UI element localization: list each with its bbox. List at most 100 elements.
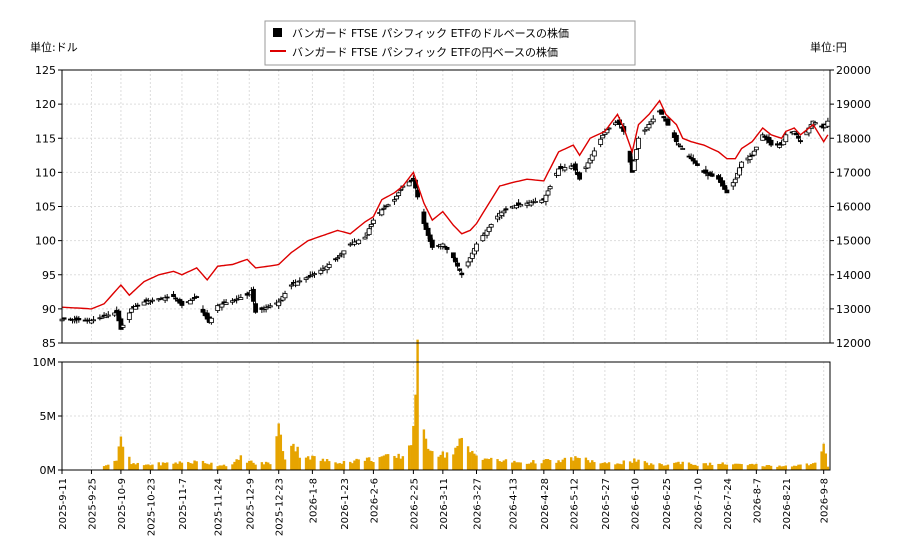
candle-body — [295, 281, 301, 286]
volume-bar — [814, 462, 817, 470]
candle-body — [305, 276, 311, 279]
volume-bar — [357, 459, 360, 470]
candle-body — [562, 167, 568, 171]
volume-bar — [631, 462, 634, 470]
x-tick-label: 2025-11-24 — [214, 478, 225, 536]
candle-body — [429, 239, 435, 248]
candle-body — [722, 185, 728, 190]
volume-bar — [599, 463, 602, 470]
volume-bar — [805, 463, 809, 470]
candle-body — [238, 297, 244, 300]
volume-bar — [454, 447, 457, 470]
candle-body — [406, 181, 412, 187]
volume-bar — [222, 464, 226, 470]
volume-bar — [151, 464, 154, 470]
legend-jpy-label: バンガード FTSE パシフィック ETFの円ベースの株価 — [292, 45, 558, 59]
volume-bar — [281, 451, 285, 470]
volume-tick-label: 5M — [40, 410, 57, 423]
candle-body — [591, 150, 597, 157]
volume-bar — [378, 457, 381, 470]
candle-body — [695, 163, 700, 166]
candle-body — [465, 261, 471, 267]
candle-body — [709, 173, 715, 177]
candle-body — [514, 205, 519, 209]
candle-body — [421, 211, 427, 224]
left-tick-label: 105 — [35, 201, 56, 214]
volume-bar — [254, 464, 257, 470]
volume-bar — [475, 455, 478, 470]
right-tick-label: 16000 — [836, 201, 871, 214]
volume-bar — [561, 459, 564, 470]
volume-bar — [603, 462, 607, 470]
volume-bar — [267, 462, 270, 470]
volume-bar — [328, 461, 331, 470]
volume-bar — [115, 460, 118, 470]
volume-bar — [422, 429, 426, 470]
volume-bar — [607, 462, 611, 470]
left-axis-ticks: 85 90 95 100 105 110 115 120 125 — [35, 64, 62, 350]
volume-bar — [540, 463, 543, 470]
volume-bar — [147, 464, 150, 470]
candle-body — [219, 303, 225, 308]
volume-bar — [262, 464, 266, 470]
volume-bar — [710, 464, 714, 470]
candle-body — [450, 252, 456, 259]
x-tick-label: 2025-9-25 — [87, 478, 98, 530]
volume-bar — [397, 453, 400, 470]
volume-bar — [277, 423, 280, 470]
x-tick-label: 2026-3-27 — [473, 478, 484, 530]
volume-bar — [822, 443, 825, 470]
jpy-price-line — [61, 99, 829, 310]
volume-bar — [296, 446, 299, 470]
candle-body — [573, 163, 578, 171]
volume-bar — [107, 464, 110, 470]
volume-bar — [445, 452, 449, 470]
x-tick-label: 2026-9-8 — [820, 478, 831, 523]
x-axis-ticks: 2025-9-11 2025-9-25 2025-10-9 2025-10-23 202… — [58, 470, 831, 536]
volume-bar — [142, 465, 146, 470]
volume-bar — [180, 462, 184, 470]
volume-bar — [708, 462, 712, 470]
candle-body — [335, 257, 341, 260]
volume-bar — [132, 463, 135, 470]
volume-bar — [239, 455, 243, 470]
volume-bar — [517, 462, 520, 470]
candle-body — [533, 200, 538, 203]
candle-body — [585, 162, 591, 169]
volume-bar — [628, 461, 632, 470]
right-unit-label: 単位:円 — [810, 40, 847, 54]
candle-body — [556, 168, 561, 176]
volume-bar — [782, 466, 785, 470]
volume-bar — [264, 461, 268, 470]
volume-bar — [121, 446, 125, 470]
volume-bar — [807, 465, 811, 470]
volume-bar — [473, 453, 476, 470]
x-tick-label: 2026-1-23 — [340, 478, 351, 530]
left-tick-label: 120 — [35, 98, 56, 111]
volume-bar — [588, 462, 592, 470]
x-tick-label: 2025-12-9 — [245, 478, 256, 530]
volume-bar — [525, 463, 529, 470]
volume-bar — [216, 466, 219, 470]
volume-bar — [572, 460, 575, 470]
volume-bar — [515, 462, 518, 470]
volume-bar — [719, 463, 722, 470]
volume-bar — [386, 454, 390, 470]
volume-bar — [555, 462, 558, 470]
volume-bar — [778, 465, 781, 470]
candle-body — [164, 296, 170, 299]
candle-body — [385, 204, 391, 207]
candle-body — [474, 243, 479, 252]
volume-bar — [576, 457, 579, 470]
candle-body — [812, 122, 818, 125]
volume-bar — [734, 463, 737, 470]
right-tick-label: 13000 — [836, 303, 871, 316]
candle-body — [396, 192, 402, 197]
volume-bar — [658, 463, 661, 470]
volume-bar — [163, 462, 167, 470]
candle-body — [392, 199, 397, 202]
candle-body — [276, 301, 282, 307]
volume-bar — [351, 463, 354, 470]
volume-bar — [290, 445, 293, 470]
candle-body — [173, 297, 179, 300]
